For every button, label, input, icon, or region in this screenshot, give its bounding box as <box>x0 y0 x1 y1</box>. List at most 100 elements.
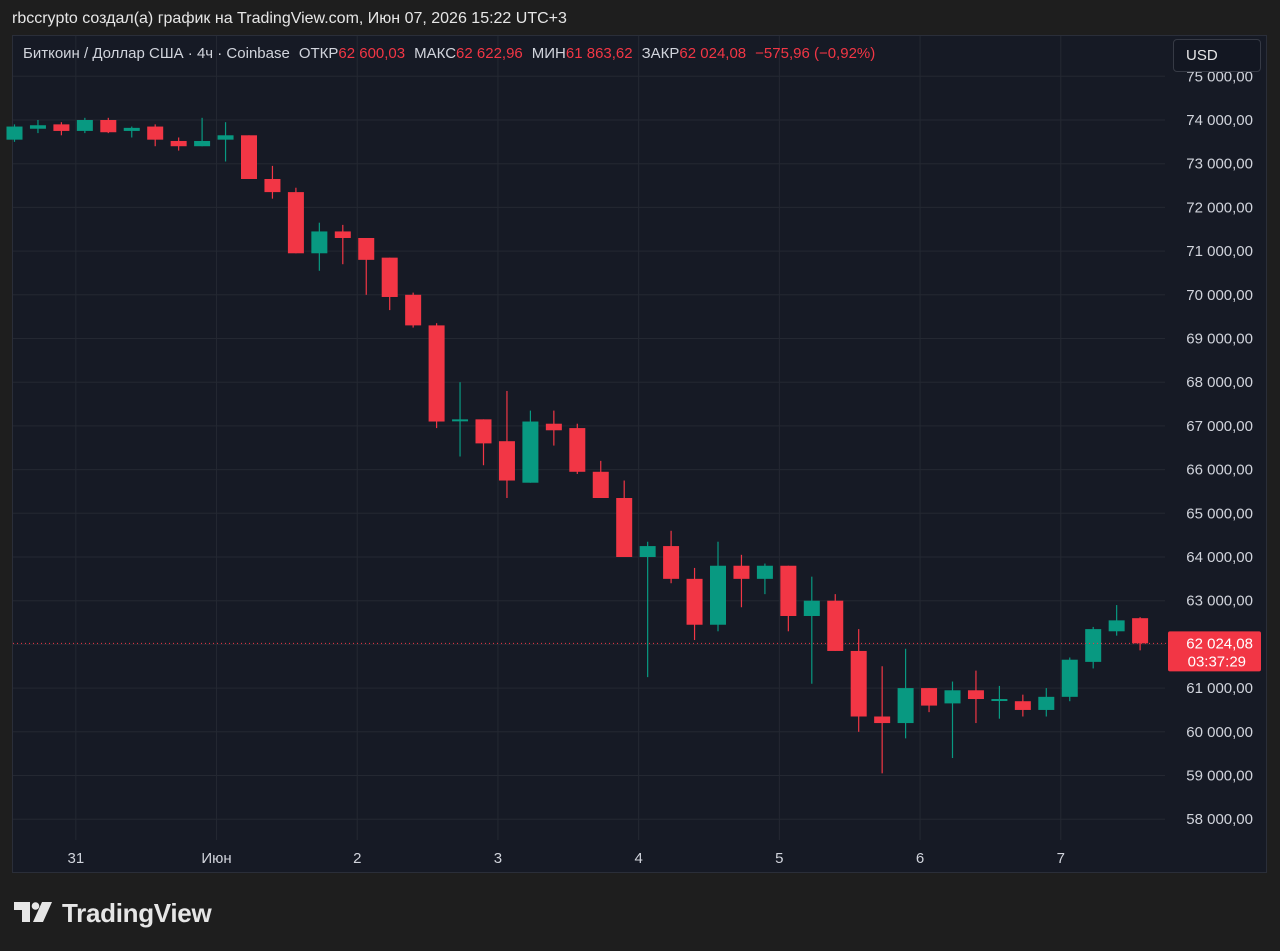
candle-body <box>850 650 867 717</box>
candle-body <box>475 419 492 444</box>
candle-body <box>76 120 93 131</box>
candle[interactable] <box>123 126 140 138</box>
candle-body <box>194 140 211 147</box>
grid-layer <box>13 36 1165 840</box>
currency-button[interactable]: USD <box>1173 39 1261 72</box>
candle[interactable] <box>944 681 961 759</box>
tradingview-brand[interactable]: TradingView <box>14 896 212 930</box>
candles-layer <box>6 117 1149 774</box>
candle-body <box>1061 659 1078 697</box>
chart-frame[interactable] <box>12 35 1267 873</box>
candle[interactable] <box>710 541 726 632</box>
candle-body <box>686 578 703 625</box>
close-label: ЗАКР <box>641 45 680 62</box>
candle-body <box>6 126 23 140</box>
price-tick-label: 58 000,00 <box>1186 811 1253 828</box>
candle-body <box>522 421 539 483</box>
candle[interactable] <box>475 419 492 466</box>
candle[interactable] <box>663 530 680 584</box>
candle[interactable] <box>241 135 257 179</box>
candle-body <box>1132 618 1149 644</box>
low-label: МИН <box>531 45 566 62</box>
candle[interactable] <box>827 594 844 651</box>
candle[interactable] <box>1014 694 1031 717</box>
candle[interactable] <box>850 629 867 732</box>
candle[interactable] <box>897 648 914 739</box>
candle[interactable] <box>100 117 117 134</box>
candle[interactable] <box>287 187 304 254</box>
symbol-title: Биткоин / Доллар США · 4ч · Coinbase <box>23 45 290 62</box>
candle[interactable] <box>1085 626 1102 669</box>
candle-body <box>428 325 445 422</box>
price-tick-label: 69 000,00 <box>1186 331 1253 348</box>
candle-body <box>710 565 726 625</box>
candle[interactable] <box>522 410 539 483</box>
candle[interactable] <box>264 165 281 199</box>
price-tick-label: 67 000,00 <box>1186 418 1253 435</box>
candle[interactable] <box>686 567 703 641</box>
bar-countdown: 03:37:29 <box>1188 653 1246 670</box>
candle[interactable] <box>921 688 938 713</box>
candle[interactable] <box>334 224 351 265</box>
candle-body <box>592 471 609 499</box>
candle[interactable] <box>733 554 750 608</box>
price-tick-label: 70 000,00 <box>1186 287 1253 304</box>
candle[interactable] <box>592 460 609 499</box>
candle[interactable] <box>428 323 445 429</box>
candle[interactable] <box>6 124 23 142</box>
candle[interactable] <box>381 257 398 311</box>
candle-body <box>287 192 304 254</box>
candle[interactable] <box>545 410 562 446</box>
high-label: МАКС <box>414 45 457 62</box>
price-axis: 58 000,00 59 000,00 60 000,00 61 000,00 62 0… <box>1186 68 1253 828</box>
candle[interactable] <box>569 423 586 474</box>
price-tick-label: 63 000,00 <box>1186 593 1253 610</box>
candle-body <box>311 231 328 254</box>
candle-body <box>53 124 70 131</box>
time-tick-label: 4 <box>634 850 642 867</box>
candle[interactable] <box>803 576 820 684</box>
candle[interactable] <box>405 292 422 328</box>
candle[interactable] <box>311 222 328 271</box>
candle-body <box>733 565 750 579</box>
candle[interactable] <box>639 541 656 678</box>
candle-body <box>967 690 984 700</box>
candle[interactable] <box>1108 605 1125 636</box>
candle-body <box>381 257 398 297</box>
price-tick-label: 61 000,00 <box>1186 680 1253 697</box>
candle[interactable] <box>53 122 70 136</box>
candle[interactable] <box>170 137 187 151</box>
candle[interactable] <box>991 685 1008 719</box>
candle[interactable] <box>358 237 375 295</box>
price-tick-label: 71 000,00 <box>1186 243 1253 260</box>
candle-body <box>1038 696 1055 710</box>
candle[interactable] <box>147 124 164 147</box>
candle[interactable] <box>29 120 46 134</box>
price-tick-label: 66 000,00 <box>1186 462 1253 479</box>
candle[interactable] <box>217 122 234 162</box>
candle[interactable] <box>874 666 891 774</box>
price-tick-label: 73 000,00 <box>1186 156 1253 173</box>
tradingview-logo-icon <box>14 902 52 922</box>
candle-body <box>123 127 140 131</box>
price-tick-label: 72 000,00 <box>1186 199 1253 216</box>
candle[interactable] <box>452 382 469 457</box>
low-value: 61 863,62 <box>565 45 633 62</box>
candle[interactable] <box>76 117 93 134</box>
candle[interactable] <box>1061 657 1078 702</box>
candle-body <box>100 120 117 133</box>
candle[interactable] <box>616 480 633 557</box>
candle-body <box>405 294 422 326</box>
time-tick-label: 6 <box>916 850 924 867</box>
candle[interactable] <box>780 565 797 632</box>
candle[interactable] <box>756 563 773 595</box>
candle-body <box>780 565 797 616</box>
candle[interactable] <box>194 117 211 147</box>
high-value: 62 622,96 <box>456 45 523 62</box>
candle[interactable] <box>1132 617 1149 651</box>
candle[interactable] <box>498 390 515 499</box>
candle[interactable] <box>1038 688 1055 717</box>
time-tick-label: 2 <box>353 850 361 867</box>
candle[interactable] <box>967 670 984 724</box>
